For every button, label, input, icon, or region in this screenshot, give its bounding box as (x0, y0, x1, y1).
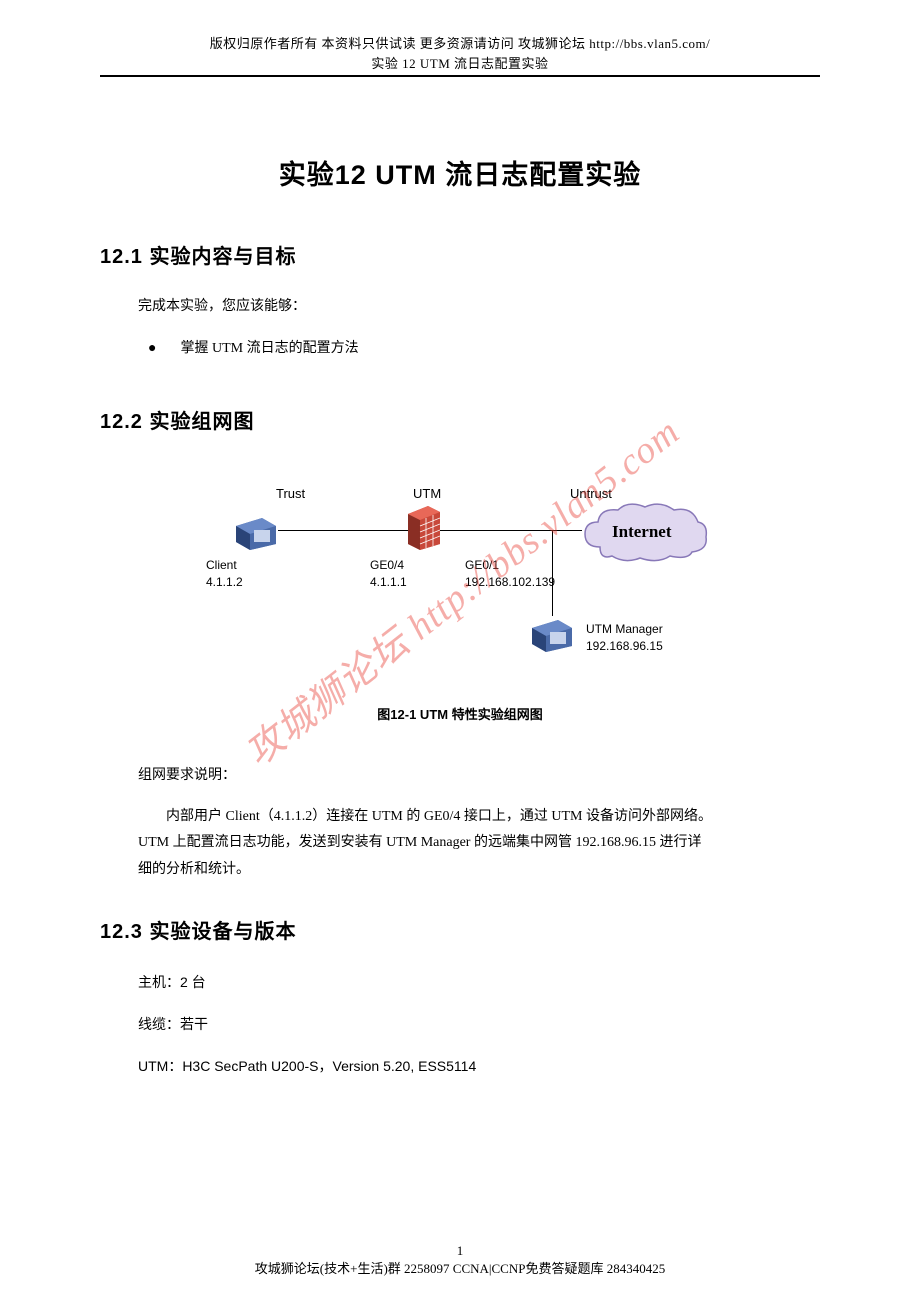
label-ge04-ip: 4.1.1.1 (370, 575, 407, 589)
section-12-2-heading: 12.2 实验组网图 (100, 405, 820, 434)
figure-caption: 图12-1 UTM 特性实验组网图 (180, 704, 740, 723)
label-ge04: GE0/4 (370, 558, 404, 572)
section-12-3-heading: 12.3 实验设备与版本 (100, 915, 820, 944)
bullet-item: ● 掌握 UTM 流日志的配置方法 (148, 337, 820, 357)
label-ge01: GE0/1 (465, 558, 499, 572)
page-footer: 1 攻城狮论坛(技术+生活)群 2258097 CCNA|CCNP免费答疑题库 … (0, 1242, 920, 1278)
header-line2: 实验 12 UTM 流日志配置实验 (100, 54, 820, 74)
label-client-ip: 4.1.1.2 (206, 575, 243, 589)
equipment-utm: UTM：H3C SecPath U200-S，Version 5.20, ESS… (138, 1056, 820, 1076)
bullet-text: 掌握 UTM 流日志的配置方法 (180, 337, 358, 357)
page-number: 1 (0, 1242, 920, 1260)
header-rule (100, 75, 820, 77)
utm-manager-icon (530, 614, 574, 652)
page-container: 版权归原作者所有 本资料只供试读 更多资源请访问 攻城狮论坛 http://bb… (0, 0, 920, 1302)
document-title: 实验12 UTM 流日志配置实验 (100, 153, 820, 192)
link-client-utm (278, 530, 408, 531)
footer-text: 攻城狮论坛(技术+生活)群 2258097 CCNA|CCNP免费答疑题库 28… (255, 1261, 665, 1276)
section-12-1-intro: 完成本实验，您应该能够： (138, 295, 820, 319)
header-line1: 版权归原作者所有 本资料只供试读 更多资源请访问 攻城狮论坛 http://bb… (100, 34, 820, 54)
equipment-host: 主机：2 台 (138, 972, 820, 992)
network-diagram: Trust UTM Untrust (180, 474, 740, 704)
page-header: 版权归原作者所有 本资料只供试读 更多资源请访问 攻城狮论坛 http://bb… (100, 34, 820, 83)
equipment-cable: 线缆：若干 (138, 1014, 820, 1034)
label-untrust: Untrust (570, 486, 612, 501)
requirement-body-3: 细的分析和统计。 (138, 857, 820, 884)
label-trust: Trust (276, 486, 305, 501)
label-utm: UTM (413, 486, 441, 501)
section-12-1-heading: 12.1 实验内容与目标 (100, 240, 820, 269)
internet-label: Internet (612, 522, 671, 542)
label-utm-manager-ip: 192.168.96.15 (586, 639, 663, 653)
label-utm-manager: UTM Manager (586, 622, 663, 636)
firewall-icon (408, 506, 440, 550)
client-icon (234, 512, 278, 550)
link-utm-internet (440, 530, 582, 531)
network-figure: Trust UTM Untrust (180, 474, 740, 734)
requirement-label: 组网要求说明： (138, 764, 820, 788)
label-client: Client (206, 558, 237, 572)
requirement-body-1: 内部用户 Client（4.1.1.2）连接在 UTM 的 GE0/4 接口上，… (138, 804, 820, 831)
link-internet-mgr (552, 530, 553, 616)
bullet-icon: ● (148, 341, 156, 357)
label-ge01-ip: 192.168.102.139 (465, 575, 555, 589)
requirement-body-2: UTM 上配置流日志功能，发送到安装有 UTM Manager 的远端集中网管 … (138, 830, 820, 857)
